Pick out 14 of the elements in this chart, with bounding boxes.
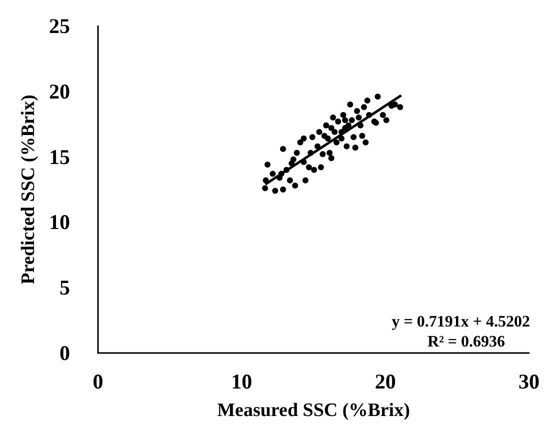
x-axis-title: Measured SSC (%Brix): [217, 400, 410, 421]
x-tick-label: 20: [374, 370, 396, 394]
x-tick-label: 30: [518, 370, 540, 394]
x-tick-label: 0: [92, 370, 104, 394]
y-tick-label: 25: [49, 14, 70, 38]
y-tick-label: 0: [60, 341, 70, 365]
annotation: y = 0.7191x + 4.5202: [392, 314, 530, 330]
annotation: R² = 0.6936: [428, 334, 505, 350]
x-tick-label: 10: [231, 370, 252, 394]
y-tick-label: 20: [49, 79, 70, 104]
y-axis-title: Predicted SSC (%Brix): [18, 94, 40, 284]
y-tick-label: 15: [49, 144, 70, 169]
y-tick-label: 5: [60, 276, 70, 300]
y-tick-label: 10: [49, 210, 70, 234]
